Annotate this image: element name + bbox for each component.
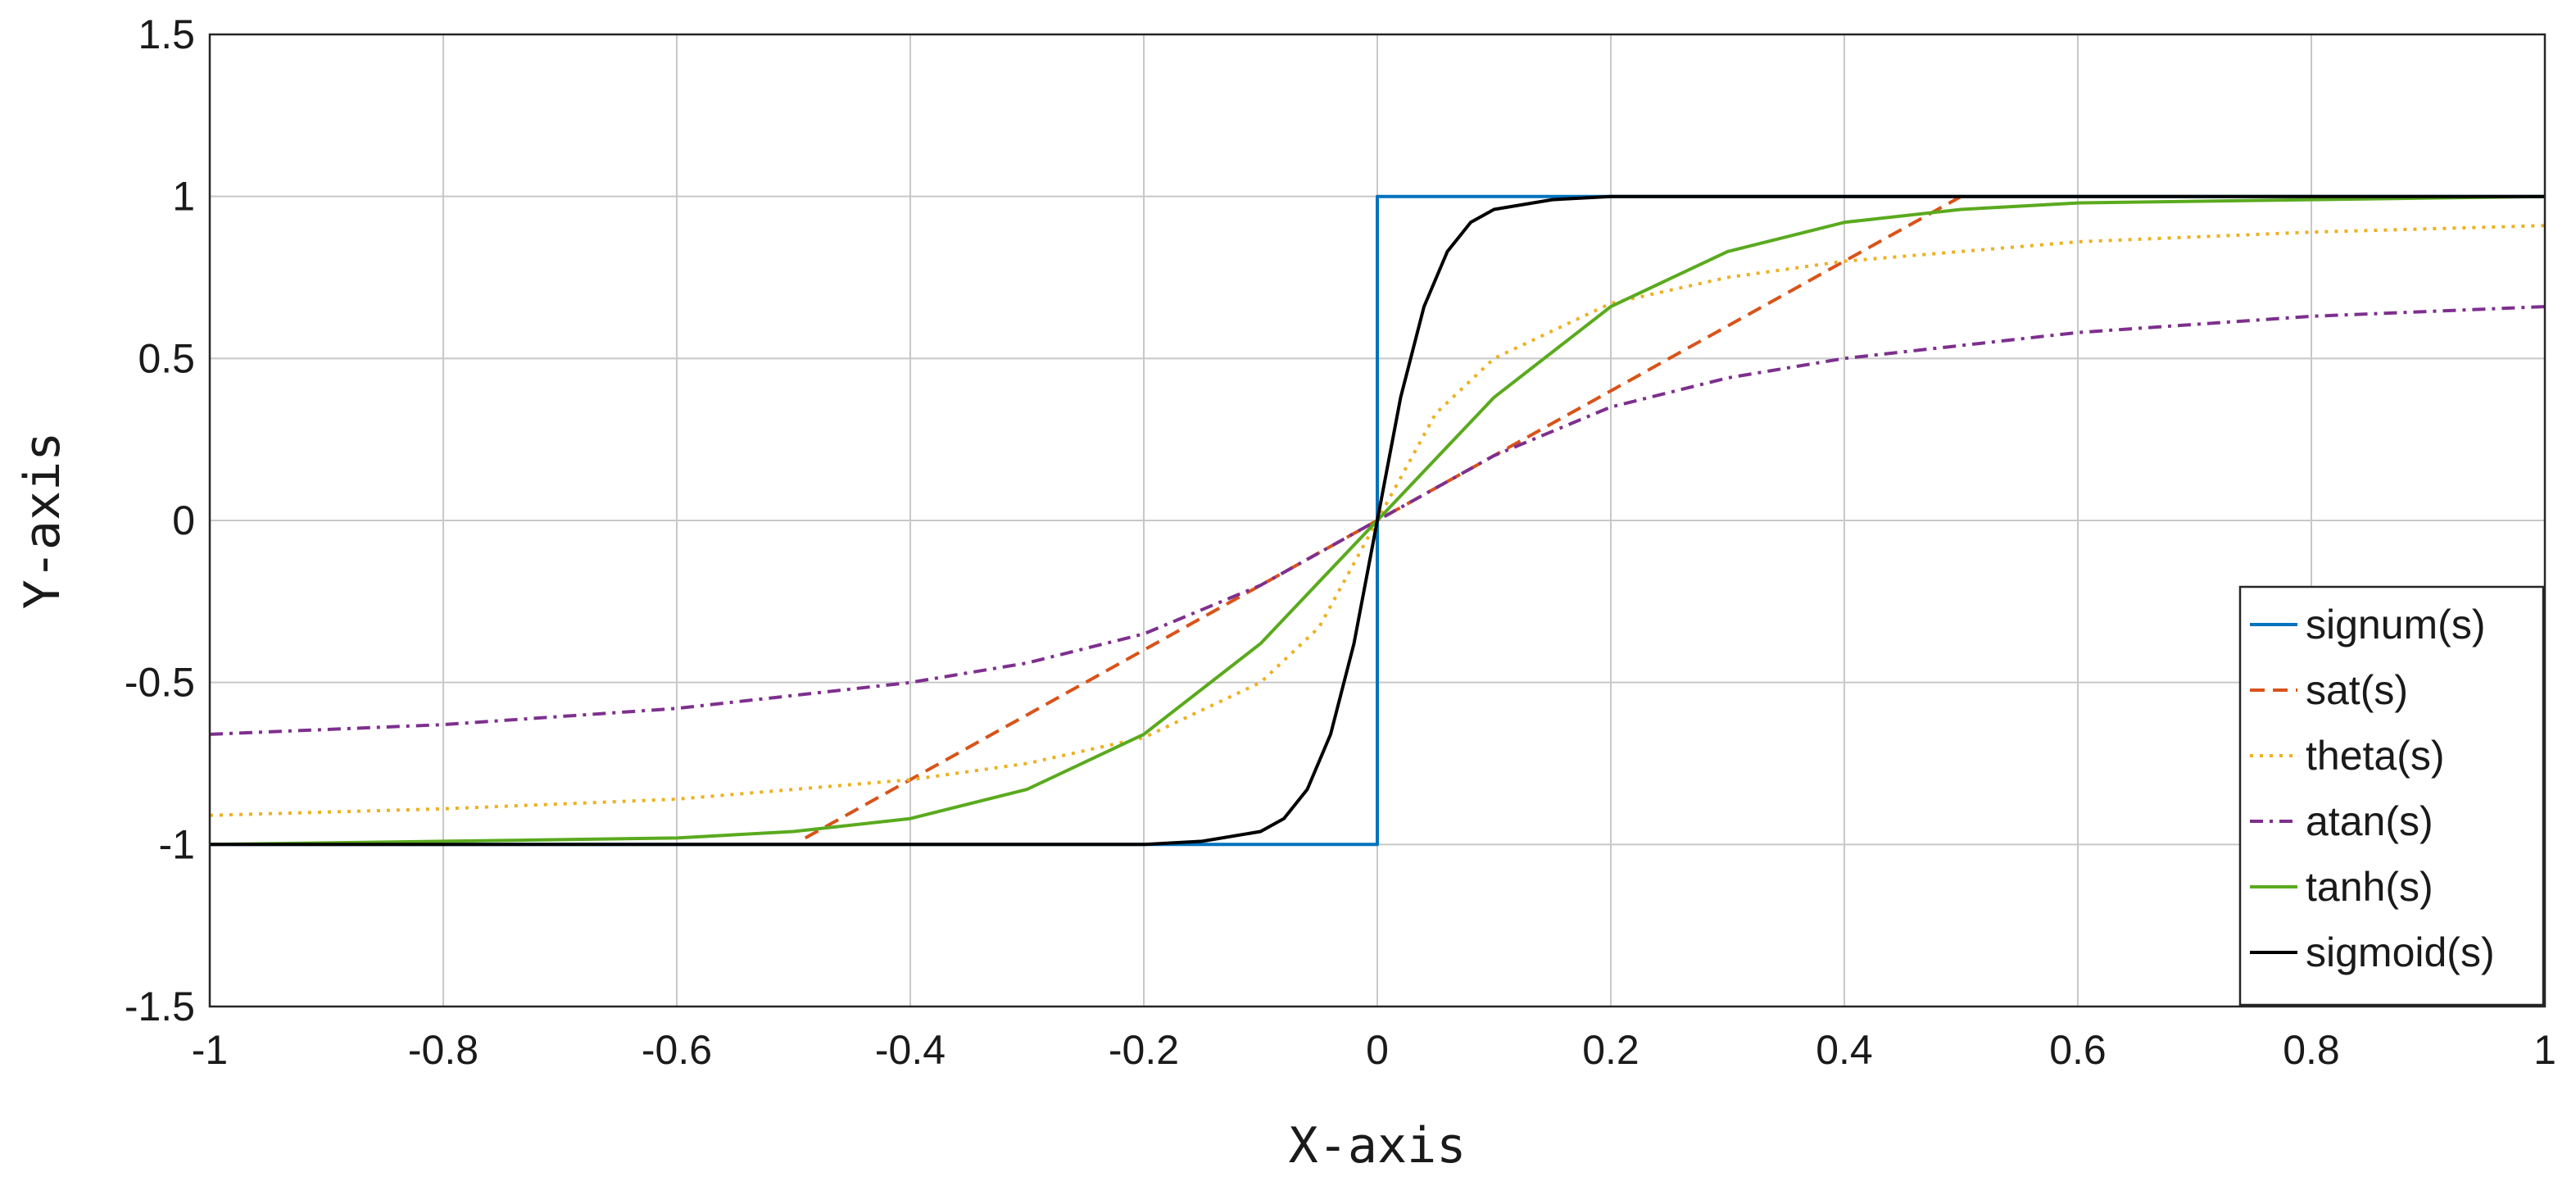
y-tick-label: 1 — [172, 174, 195, 220]
series-line-sats — [804, 194, 1962, 840]
x-tick-label: 0.8 — [2283, 1027, 2340, 1073]
y-tick-label: -0.5 — [125, 660, 195, 706]
legend-entry: theta(s) — [2306, 733, 2445, 779]
y-tick-label: -1.5 — [125, 984, 195, 1029]
x-tick-label: -0.2 — [1109, 1027, 1179, 1073]
x-tick-label: -1 — [192, 1027, 228, 1073]
x-tick-label: 0.4 — [1816, 1027, 1873, 1073]
legend-entry: tanh(s) — [2306, 864, 2433, 910]
series-line-sigmoids — [210, 194, 2545, 847]
x-tick-label: 0 — [1366, 1027, 1389, 1073]
x-tick-label: -0.4 — [875, 1027, 946, 1073]
x-tick-label: 0.2 — [1582, 1027, 1639, 1073]
legend-box — [2238, 585, 2545, 1007]
legend: signum(s) sat(s) theta(s) atan(s) tanh(s) sig… — [2238, 585, 2545, 1007]
legend-entry: sat(s) — [2306, 667, 2408, 713]
y-axis-label: Y-axis — [14, 432, 71, 610]
y-tick-label: -1 — [159, 821, 195, 867]
x-tick-label: 0.6 — [2049, 1027, 2107, 1073]
y-tick-label: 0.5 — [138, 335, 195, 381]
x-tick-labels: -1 -0.8 -0.6 -0.4 -0.2 0 0.2 0.4 0.6 0.8 1 — [192, 1027, 2556, 1073]
legend-entry: signum(s) — [2306, 602, 2485, 648]
series-lines — [209, 194, 2546, 847]
plot-frame — [208, 33, 2547, 1008]
x-tick-label: -0.8 — [408, 1027, 478, 1073]
x-axis-label: X-axis — [1289, 1117, 1467, 1175]
x-tick-label: -0.6 — [642, 1027, 712, 1073]
y-tick-labels: -1.5 -1 -0.5 0 0.5 1 1.5 — [125, 11, 195, 1029]
legend-entry: atan(s) — [2306, 798, 2433, 844]
x-tick-label: 1 — [2533, 1027, 2556, 1073]
legend-entry: sigmoid(s) — [2306, 929, 2495, 975]
y-tick-label: 0 — [172, 498, 195, 543]
y-tick-label: 1.5 — [138, 11, 195, 57]
